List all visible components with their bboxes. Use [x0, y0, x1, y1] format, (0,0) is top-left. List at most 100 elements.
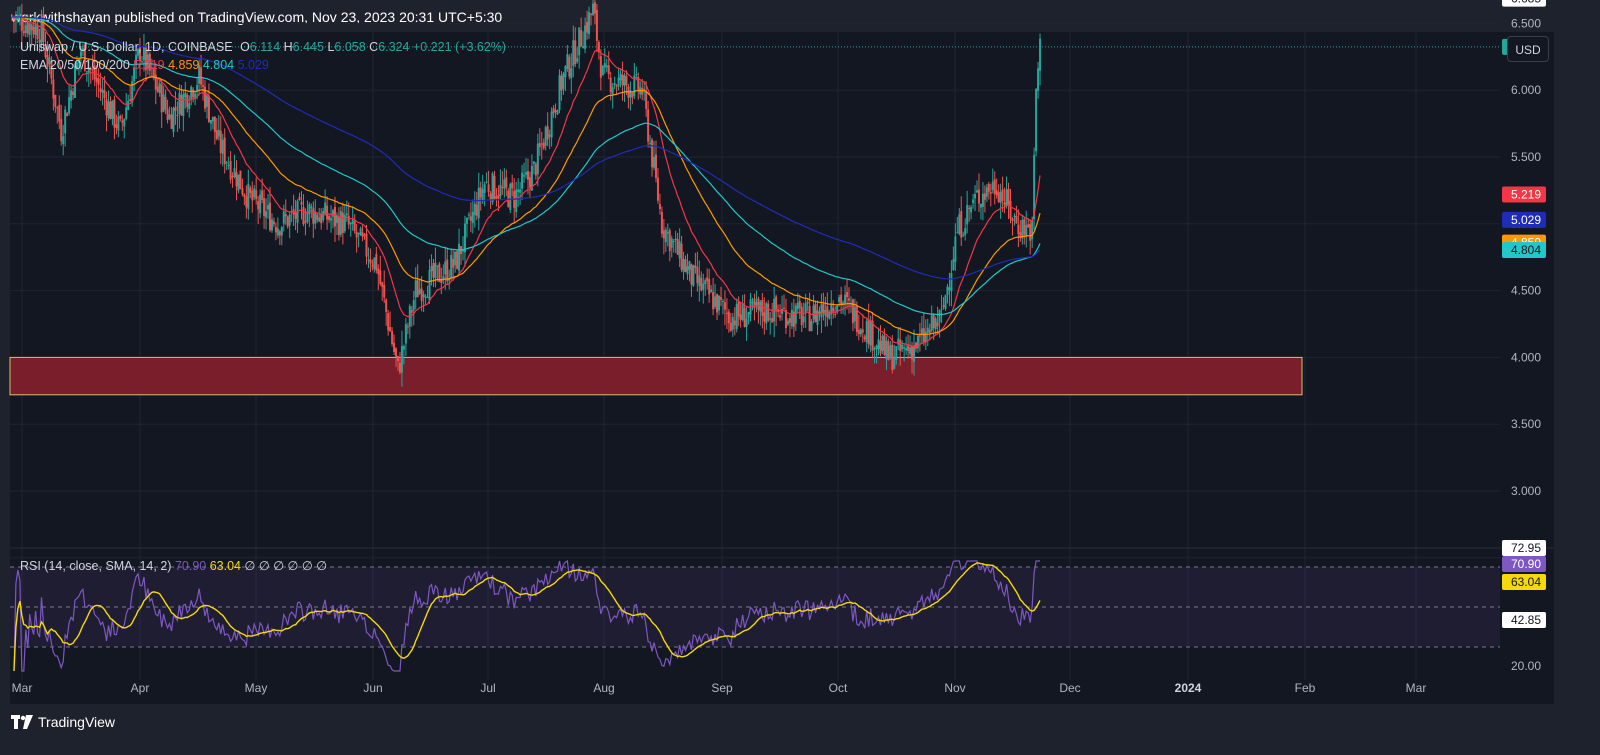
candle-body[interactable]: [188, 103, 191, 110]
candle-body[interactable]: [729, 322, 732, 332]
candle-body[interactable]: [436, 265, 439, 267]
candle-body[interactable]: [983, 193, 986, 200]
candle-body[interactable]: [353, 221, 356, 231]
candle-body[interactable]: [761, 299, 764, 316]
candle-body[interactable]: [739, 314, 742, 320]
candle-body[interactable]: [284, 213, 287, 217]
candle-body[interactable]: [442, 276, 445, 280]
candle-body[interactable]: [487, 184, 490, 193]
candle-body[interactable]: [783, 307, 786, 309]
candle-body[interactable]: [105, 99, 108, 116]
candle-body[interactable]: [44, 44, 47, 58]
candle-body[interactable]: [211, 116, 214, 122]
candle-body[interactable]: [605, 65, 608, 68]
candle-body[interactable]: [148, 53, 151, 71]
candle-body[interactable]: [1019, 232, 1022, 238]
candle-body[interactable]: [741, 304, 744, 320]
candle-body[interactable]: [404, 324, 407, 344]
candle-body[interactable]: [314, 211, 317, 224]
candle-body[interactable]: [995, 190, 998, 196]
candle-body[interactable]: [207, 95, 210, 122]
candle-body[interactable]: [840, 294, 843, 305]
candle-body[interactable]: [1039, 38, 1042, 71]
candle-body[interactable]: [111, 100, 114, 119]
candle-body[interactable]: [170, 114, 173, 129]
candle-body[interactable]: [215, 130, 218, 140]
candle-body[interactable]: [591, 3, 594, 16]
candle-body[interactable]: [804, 303, 807, 314]
candle-body[interactable]: [438, 263, 441, 283]
candle-body[interactable]: [117, 116, 120, 131]
candle-body[interactable]: [779, 315, 782, 318]
candle-body[interactable]: [599, 56, 602, 78]
candle-body[interactable]: [389, 327, 392, 332]
candle-body[interactable]: [420, 288, 423, 302]
candle-body[interactable]: [528, 177, 531, 188]
candle-body[interactable]: [940, 308, 943, 310]
candle-body[interactable]: [129, 99, 132, 102]
candle-body[interactable]: [708, 279, 711, 295]
candle-body[interactable]: [40, 16, 43, 44]
candle-body[interactable]: [489, 193, 492, 201]
candle-body[interactable]: [221, 139, 224, 154]
candle-body[interactable]: [395, 348, 398, 357]
candle-body[interactable]: [607, 65, 610, 75]
candle-body[interactable]: [1017, 224, 1020, 234]
candle-body[interactable]: [369, 259, 372, 264]
candle-body[interactable]: [335, 215, 338, 223]
candle-body[interactable]: [875, 345, 878, 350]
candle-body[interactable]: [974, 194, 977, 199]
candle-body[interactable]: [286, 216, 289, 227]
candle-body[interactable]: [816, 310, 819, 325]
candle-body[interactable]: [688, 261, 691, 270]
candle-body[interactable]: [465, 217, 468, 224]
candle-body[interactable]: [316, 214, 319, 220]
candle-body[interactable]: [615, 85, 618, 87]
candle-body[interactable]: [853, 306, 856, 322]
candle-body[interactable]: [580, 30, 583, 47]
candle-body[interactable]: [842, 302, 845, 305]
candle-body[interactable]: [519, 189, 522, 193]
candle-body[interactable]: [918, 335, 921, 337]
candle-body[interactable]: [454, 251, 457, 266]
candle-body[interactable]: [916, 335, 919, 349]
candle-body[interactable]: [123, 119, 126, 127]
candle-body[interactable]: [658, 203, 661, 210]
tradingview-logo[interactable]: TradingView: [11, 714, 115, 730]
candle-body[interactable]: [704, 280, 707, 285]
candle-body[interactable]: [682, 258, 685, 272]
candle-body[interactable]: [601, 66, 604, 76]
candle-body[interactable]: [930, 315, 933, 331]
candle-body[interactable]: [554, 110, 557, 112]
candle-body[interactable]: [196, 85, 199, 92]
candle-body[interactable]: [481, 189, 484, 201]
candle-body[interactable]: [263, 198, 266, 216]
candle-body[interactable]: [1011, 218, 1014, 221]
candle-body[interactable]: [788, 318, 791, 323]
candle-body[interactable]: [714, 296, 717, 307]
candle-body[interactable]: [172, 108, 175, 133]
candle-body[interactable]: [467, 214, 470, 216]
candle-body[interactable]: [377, 268, 380, 275]
candle-body[interactable]: [556, 110, 559, 115]
candle-body[interactable]: [960, 211, 963, 238]
candle-body[interactable]: [310, 206, 313, 209]
candle-body[interactable]: [430, 265, 433, 271]
candle-body[interactable]: [272, 221, 275, 225]
candle-body[interactable]: [70, 90, 73, 101]
candle-body[interactable]: [822, 304, 825, 314]
candle-body[interactable]: [452, 259, 455, 268]
candle-body[interactable]: [495, 196, 498, 199]
candle-body[interactable]: [72, 91, 75, 95]
candle-body[interactable]: [60, 119, 63, 142]
rsi-legend[interactable]: RSI (14, close, SMA, 14, 2) 70.90 63.04 …: [20, 558, 327, 573]
candle-body[interactable]: [103, 90, 106, 99]
candle-body[interactable]: [676, 239, 679, 255]
candle-body[interactable]: [846, 291, 849, 298]
candle-body[interactable]: [731, 317, 734, 330]
candle-body[interactable]: [609, 77, 612, 93]
candle-body[interactable]: [119, 116, 122, 119]
candle-body[interactable]: [202, 85, 205, 87]
candle-body[interactable]: [538, 143, 541, 148]
candle-body[interactable]: [725, 312, 728, 314]
